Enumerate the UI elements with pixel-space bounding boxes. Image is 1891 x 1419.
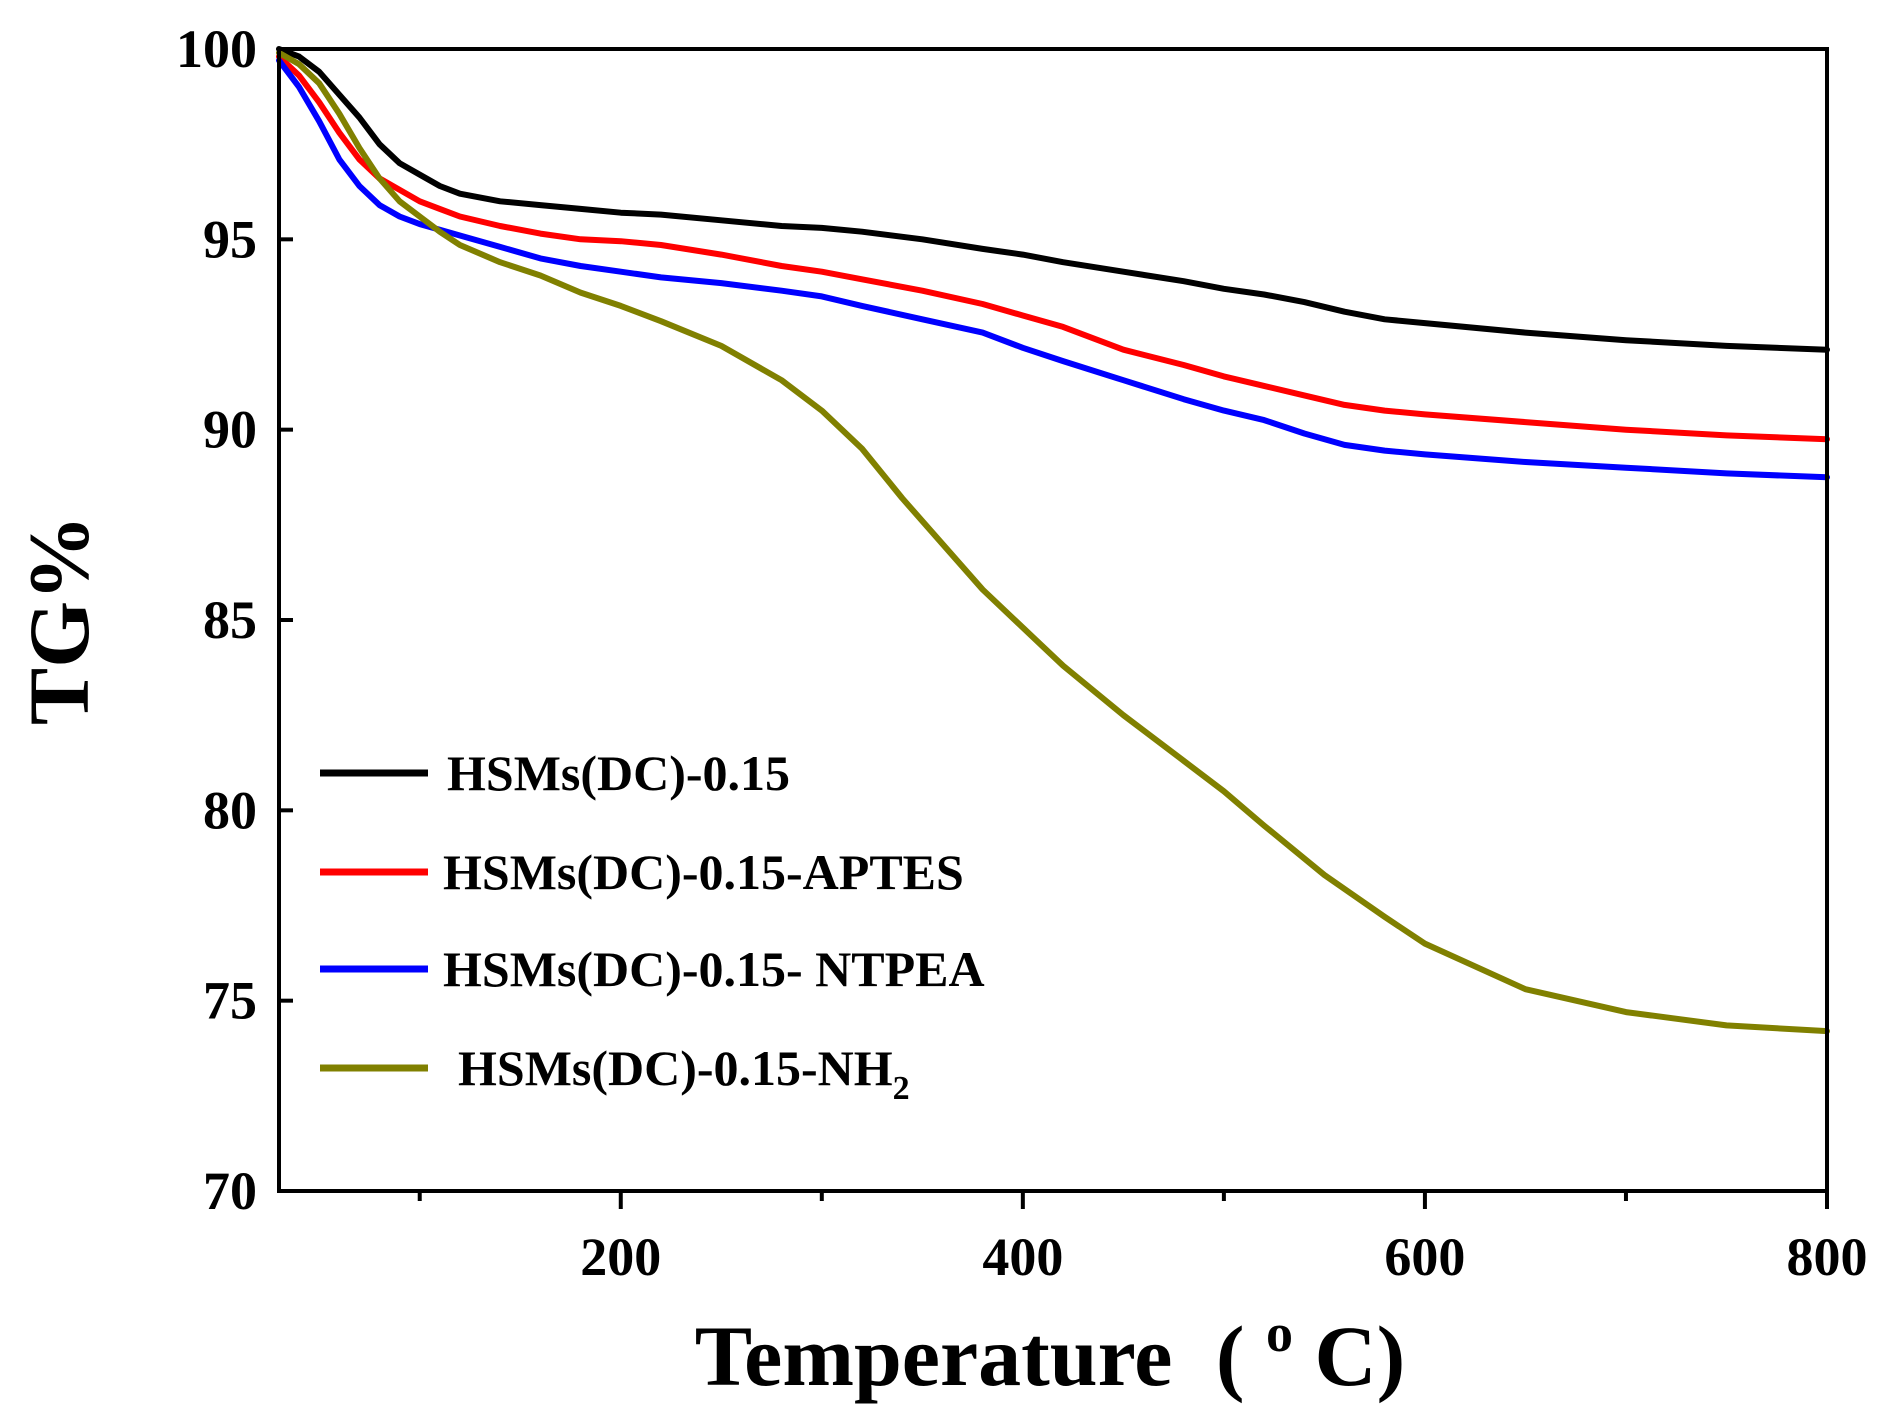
legend: HSMs(DC)-0.15 HSMs(DC)-0.15-APTES HSMs(DC)… [320, 745, 985, 1107]
y-axis-title: TG% [11, 515, 107, 725]
y-tick-label: 75 [203, 971, 257, 1031]
legend-label-1: HSMs(DC)-0.15 [447, 745, 790, 801]
series-line-3 [276, 57, 1830, 481]
series-line-1 [276, 46, 1830, 353]
legend-label-3: HSMs(DC)-0.15- NTPEA [443, 941, 985, 997]
x-axis-title: Temperature ( o C) [695, 1274, 1406, 1404]
tick-layer: 70 75 80 85 90 95 100 200 400 600 800 [176, 19, 1868, 1287]
legend-label-text: HSMs(DC)-0.15-NH [458, 1040, 893, 1096]
y-tick-label: 90 [203, 400, 257, 460]
x-axis-title-unit: C) [1315, 1308, 1406, 1404]
x-tick-label: 800 [1787, 1227, 1868, 1287]
plot-frame [277, 47, 1829, 1193]
legend-label-text: HSMs(DC)-0.15-APTES [443, 844, 964, 900]
legend-label-4: HSMs(DC)-0.15-NH2 [458, 1040, 910, 1107]
series-line-4 [276, 49, 1830, 1035]
legend-label-text: HSMs(DC)-0.15 [447, 745, 790, 801]
y-tick-label: 85 [203, 590, 257, 650]
x-axis-title-main: Temperature [695, 1308, 1173, 1404]
x-axis-title-degree: o [1266, 1303, 1293, 1363]
x-tick-label: 600 [1384, 1227, 1465, 1287]
y-tick-label: 95 [203, 209, 257, 269]
y-tick-label: 100 [176, 19, 257, 79]
x-tick-label: 200 [580, 1227, 661, 1287]
legend-label-subscript: 2 [893, 1070, 910, 1107]
y-tick-label: 80 [203, 780, 257, 840]
series-layer [276, 46, 1830, 1035]
y-tick-label: 70 [203, 1161, 257, 1221]
legend-label-text: HSMs(DC)-0.15- NTPEA [443, 941, 985, 997]
x-axis-title-open: ( [1216, 1308, 1245, 1404]
legend-label-2: HSMs(DC)-0.15-APTES [443, 844, 964, 900]
series-line-2 [276, 53, 1830, 443]
x-tick-label: 400 [982, 1227, 1063, 1287]
